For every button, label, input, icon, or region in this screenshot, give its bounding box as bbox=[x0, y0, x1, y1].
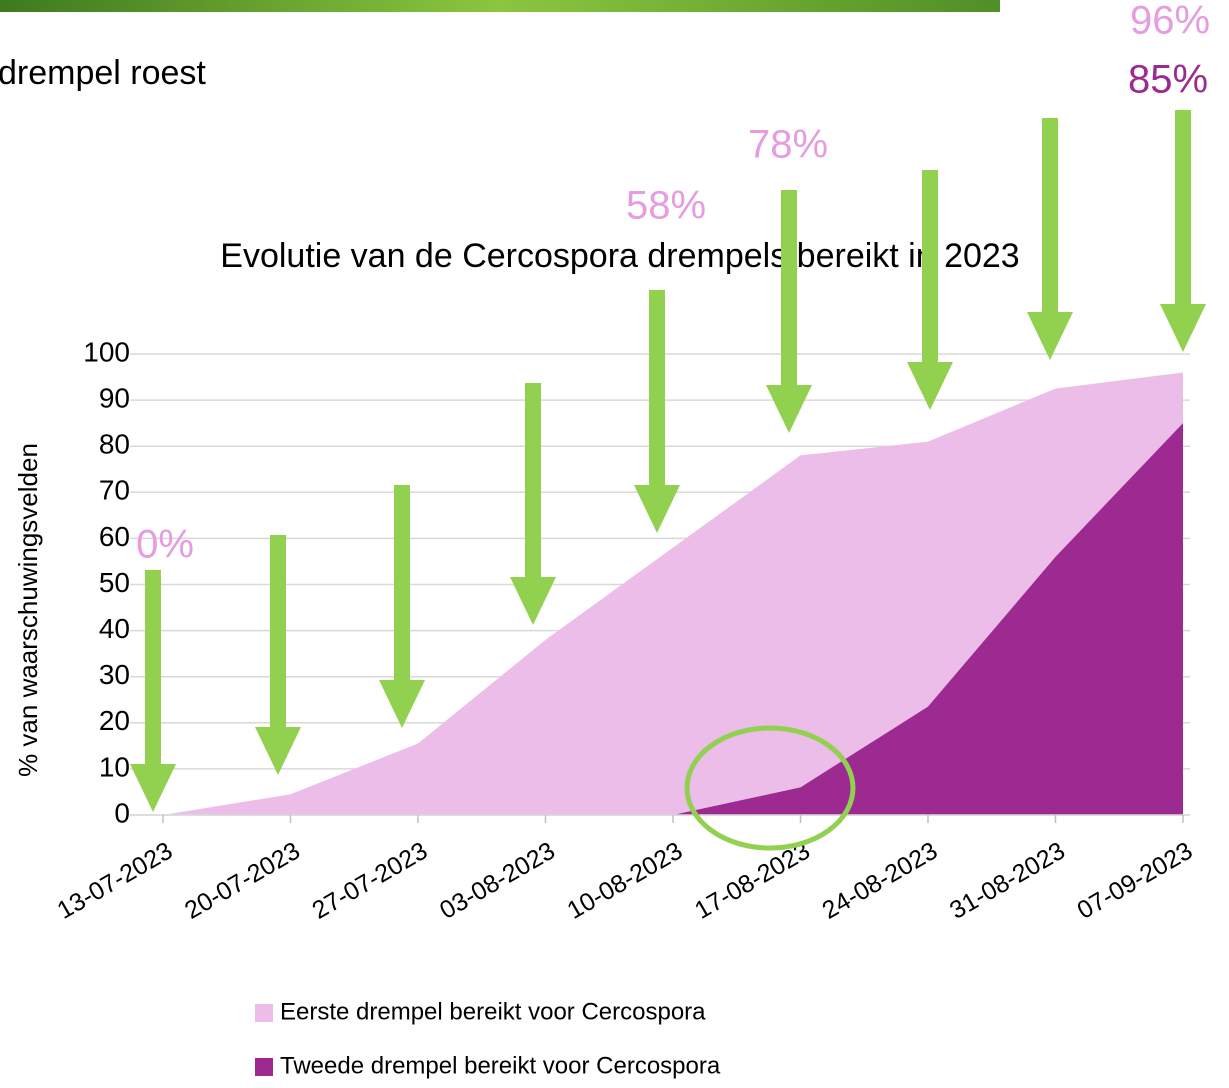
area bbox=[163, 372, 1183, 815]
annotation: 0% bbox=[136, 523, 194, 567]
y-tick-label: 90 bbox=[99, 382, 130, 413]
x-tick-label: 27-07-2023 bbox=[308, 837, 433, 925]
y-tick-label: 10 bbox=[99, 751, 130, 782]
legend-label: Eerste drempel bereikt voor Cercospora bbox=[280, 998, 706, 1025]
chart-title: Evolutie van de Cercospora drempels bere… bbox=[220, 237, 1019, 275]
x-tick-label: 03-08-2023 bbox=[435, 837, 560, 925]
y-tick-label: 40 bbox=[99, 613, 130, 644]
y-axis-label: % van waarschuwingsvelden bbox=[13, 443, 43, 777]
arrow bbox=[379, 485, 425, 728]
arrow bbox=[130, 570, 176, 812]
slide-text: drempel roest bbox=[0, 54, 206, 92]
arrow bbox=[255, 535, 301, 775]
x-tick-label: 31-08-2023 bbox=[945, 837, 1070, 925]
x-tick-label: 17-08-2023 bbox=[690, 837, 815, 925]
legend-label: Tweede drempel bereikt voor Cercospora bbox=[280, 1052, 721, 1079]
arrow bbox=[907, 170, 953, 410]
arrow bbox=[510, 383, 556, 625]
arrow bbox=[634, 290, 680, 533]
arrow bbox=[766, 190, 812, 433]
y-tick-label: 50 bbox=[99, 567, 130, 598]
y-tick-label: 60 bbox=[99, 521, 130, 552]
annotation: 78% bbox=[748, 123, 828, 167]
y-tick-label: 80 bbox=[99, 429, 130, 460]
x-tick-label: 24-08-2023 bbox=[818, 837, 943, 925]
y-tick-label: 30 bbox=[99, 659, 130, 690]
leaf-banner bbox=[0, 0, 1000, 12]
y-tick-label: 70 bbox=[99, 475, 130, 506]
annotation: 58% bbox=[626, 184, 706, 228]
arrow bbox=[1160, 110, 1206, 352]
area bbox=[673, 423, 1183, 815]
x-tick-label: 07-09-2023 bbox=[1073, 837, 1198, 925]
legend-swatch bbox=[255, 1058, 273, 1076]
y-tick-label: 20 bbox=[99, 705, 130, 736]
legend-swatch bbox=[255, 1004, 273, 1022]
highlight-circle bbox=[684, 725, 856, 851]
y-tick-label: 100 bbox=[83, 336, 130, 367]
x-tick-label: 20-07-2023 bbox=[180, 837, 305, 925]
arrow bbox=[1027, 118, 1073, 360]
annotation: 85% bbox=[1128, 58, 1208, 102]
x-tick-label: 13-07-2023 bbox=[53, 837, 178, 925]
x-tick-label: 10-08-2023 bbox=[563, 837, 688, 925]
annotation: 96% bbox=[1130, 0, 1210, 43]
y-tick-label: 0 bbox=[114, 797, 130, 828]
